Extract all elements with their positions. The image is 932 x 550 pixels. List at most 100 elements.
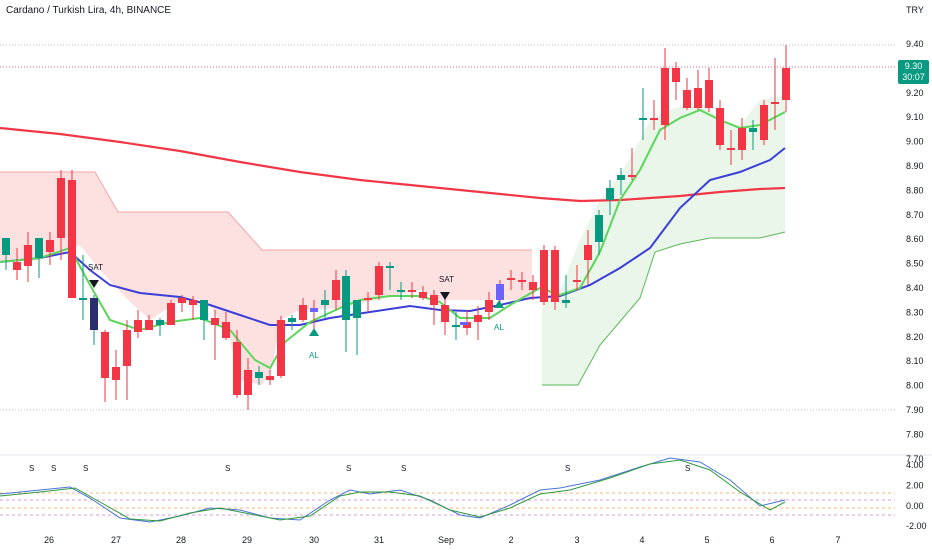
candle-body <box>650 118 658 120</box>
candle-body <box>364 298 372 300</box>
osc-signal-label: S <box>83 464 88 473</box>
osc-signal-label: S <box>225 464 230 473</box>
ema-long-line <box>0 126 786 203</box>
candle-body <box>430 295 438 305</box>
candle-body <box>419 292 427 298</box>
cloud-bearish <box>0 172 532 385</box>
y-tick-label: 9.40 <box>906 39 924 49</box>
currency-label: TRY <box>906 5 924 15</box>
candle-body <box>112 367 120 380</box>
candle-body <box>606 188 614 200</box>
candle-body <box>35 238 43 258</box>
osc-signal-label: S <box>401 464 406 473</box>
candle-body <box>156 320 164 325</box>
sell-signal-label: SAT <box>88 263 103 272</box>
candle-body <box>342 276 350 320</box>
candle-body <box>332 280 340 300</box>
candle-body <box>57 178 65 238</box>
current-price-badge: 9.30 30:07 <box>898 60 929 84</box>
y-tick-label: 8.20 <box>906 332 924 342</box>
candle-body <box>782 68 790 100</box>
y-tick-label: 7.70 <box>906 454 924 464</box>
y-tick-label: 7.80 <box>906 429 924 439</box>
highlight-candle <box>310 308 318 312</box>
candle-body <box>485 300 493 312</box>
highlight-candle <box>90 298 98 330</box>
y-tick-label: 8.70 <box>906 210 924 220</box>
candle-body <box>441 305 449 322</box>
candle-body <box>551 250 559 302</box>
y-tick-label: 8.90 <box>906 161 924 171</box>
y-tick-label: 8.50 <box>906 259 924 269</box>
candle-body <box>529 282 537 290</box>
candle-body <box>101 332 109 378</box>
x-tick-label: 4 <box>639 535 644 545</box>
x-tick-label: 7 <box>835 535 840 545</box>
candle-body <box>749 128 757 132</box>
y-tick-label: 8.60 <box>906 234 924 244</box>
x-tick-label: 31 <box>374 535 384 545</box>
x-tick-label: 2 <box>508 535 513 545</box>
osc-tick-label: -2.00 <box>906 521 927 531</box>
buy-arrow <box>309 328 319 336</box>
x-tick-label: 6 <box>769 535 774 545</box>
y-tick-label: 9.20 <box>906 88 924 98</box>
candle-body <box>771 102 779 104</box>
candle-body <box>716 108 724 145</box>
candle-body <box>738 128 746 150</box>
candle-body <box>474 315 482 322</box>
cloud-bullish <box>542 95 785 385</box>
osc-signal-label: S <box>685 464 690 473</box>
y-tick-label: 7.90 <box>906 405 924 415</box>
candle-body <box>628 175 636 177</box>
candle-body <box>255 372 263 378</box>
osc-tick-label: 4.00 <box>906 460 924 470</box>
candle-body <box>134 320 142 332</box>
x-tick-label: 27 <box>111 535 121 545</box>
current-price: 9.30 <box>904 61 923 71</box>
candle-body <box>211 318 219 325</box>
x-tick-label: 26 <box>44 535 54 545</box>
sell-arrow <box>89 280 99 288</box>
candle-body <box>46 240 54 252</box>
candle-body <box>244 370 252 395</box>
candle-body <box>386 266 394 268</box>
sell-signal-label: SAT <box>439 275 454 284</box>
candle-body <box>200 300 208 320</box>
candle-body <box>562 300 570 303</box>
candle-body <box>222 322 230 338</box>
candle-body <box>321 300 329 305</box>
candle-body <box>375 266 383 295</box>
y-tick-label: 8.30 <box>906 307 924 317</box>
candle-body <box>79 298 87 300</box>
candle-body <box>760 105 768 140</box>
candle-body <box>2 238 10 255</box>
candle-body <box>397 290 405 292</box>
sell-arrow <box>440 292 450 300</box>
x-tick-label: 29 <box>242 535 252 545</box>
candle-body <box>167 303 175 325</box>
candle-body <box>617 175 625 180</box>
osc-line-slow <box>0 459 786 522</box>
osc-tick-label: 0.00 <box>906 501 924 511</box>
candle-body <box>408 290 416 292</box>
buy-arrow <box>494 300 504 308</box>
x-tick-label: 28 <box>176 535 186 545</box>
candle-body <box>639 118 647 120</box>
osc-signal-label: S <box>565 464 570 473</box>
candle-body <box>573 280 581 282</box>
x-tick-label: 30 <box>309 535 319 545</box>
y-tick-label: 8.80 <box>906 185 924 195</box>
candle-body <box>694 88 702 108</box>
y-tick-label: 9.00 <box>906 137 924 147</box>
x-tick-label: 5 <box>704 535 709 545</box>
y-tick-label: 8.40 <box>906 283 924 293</box>
buy-signal-label: AL <box>309 351 319 360</box>
candle-body <box>13 262 21 270</box>
candle-body <box>518 280 526 282</box>
candle-body <box>353 300 361 318</box>
candle-body <box>595 215 603 242</box>
candle-body <box>299 305 307 320</box>
cloud-bullish-edge <box>542 231 786 386</box>
